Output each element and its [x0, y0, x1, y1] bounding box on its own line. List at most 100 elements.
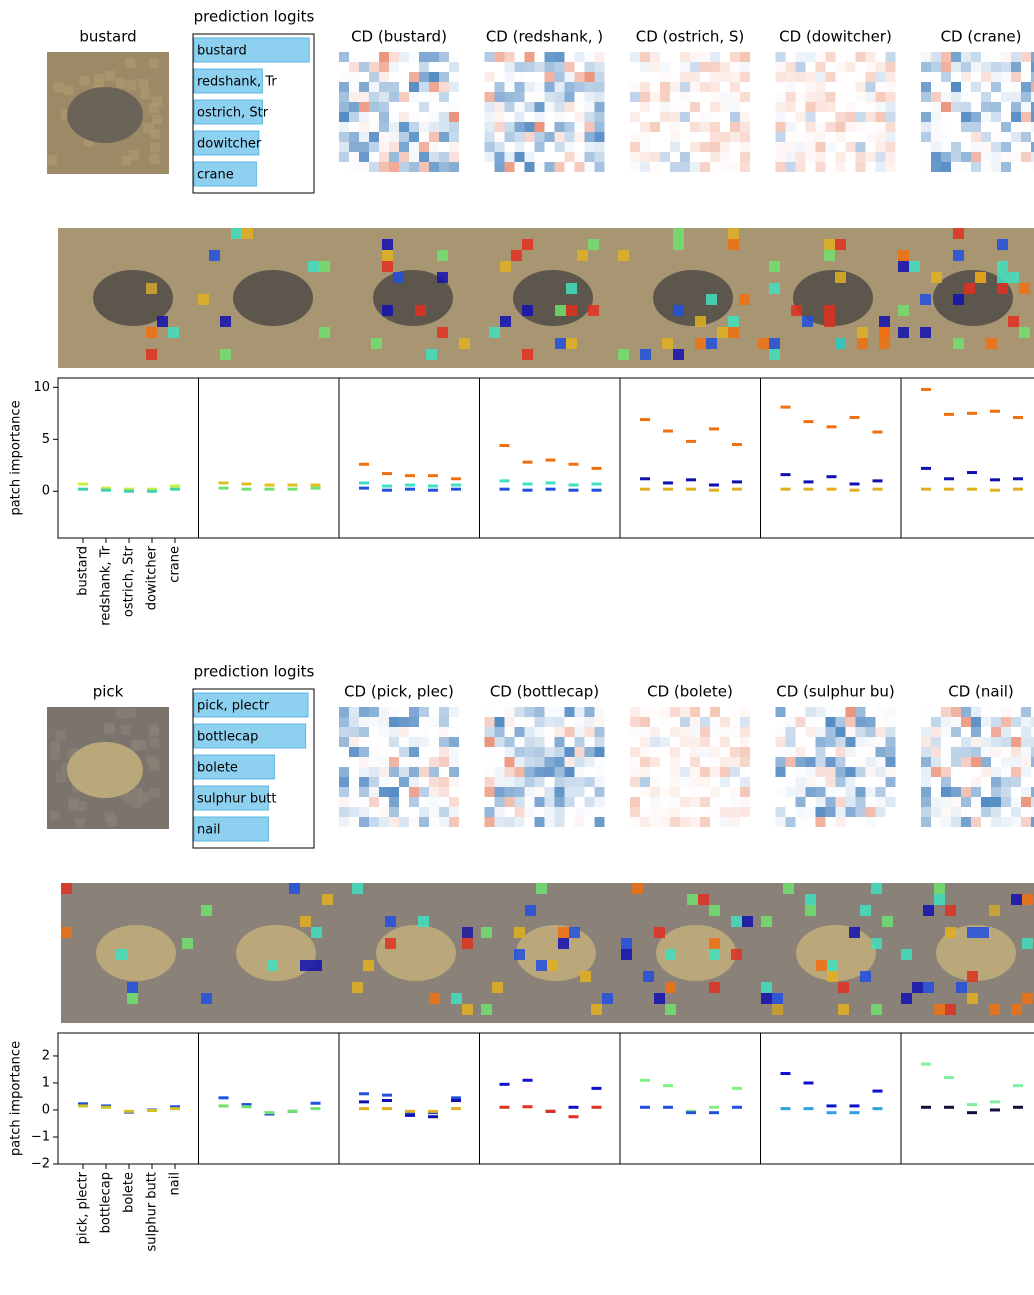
heatmap-cell [845, 707, 856, 717]
heatmap-cell [961, 817, 971, 827]
heatmap-cell [776, 82, 786, 92]
strip-patch [665, 1004, 676, 1015]
heatmap-cell [740, 92, 750, 102]
logit-label: pick, plectr [197, 699, 270, 714]
heatmap-cell [630, 152, 640, 162]
heatmap-cell [409, 62, 419, 72]
heatmap-cell [1021, 817, 1031, 827]
heatmap-cell [515, 737, 525, 747]
strip-patch [437, 327, 448, 338]
heatmap-cell [545, 737, 555, 747]
strip-patch [500, 261, 511, 272]
heatmap-cell [815, 102, 826, 112]
photo-texture [132, 787, 143, 798]
heatmap-cell [494, 162, 505, 172]
strip-patch [588, 239, 599, 250]
heatmap-cell [710, 707, 720, 717]
heatmap-cell [650, 152, 660, 162]
heatmap-cell [680, 122, 690, 132]
heatmap-cell [339, 737, 349, 747]
heatmap-cell [535, 72, 545, 82]
heatmap-cell [630, 82, 640, 92]
heatmap-cell [544, 82, 555, 92]
heatmap-cell [931, 777, 941, 787]
heatmap-cell [409, 817, 419, 827]
heatmap-cell [856, 92, 866, 102]
heatmap-cell [494, 787, 505, 797]
heatmap-cell [389, 787, 399, 797]
heatmap-cell [484, 112, 495, 122]
heatmap-cell [575, 797, 585, 807]
heatmap-cell [845, 787, 856, 797]
photo-texture [67, 748, 78, 759]
strip-patch [728, 228, 739, 239]
heatmap-cell [795, 787, 806, 797]
heatmap-cell [951, 797, 961, 807]
heatmap-cell [429, 777, 439, 787]
heatmap-cell [1001, 112, 1011, 122]
heatmap-cell [690, 122, 700, 132]
strip-patch [835, 338, 846, 349]
strip-patch [654, 993, 665, 1004]
heatmap-cell [379, 152, 389, 162]
heatmap-cell [564, 72, 575, 82]
heatmap-cell [961, 72, 971, 82]
strip-patch [385, 938, 396, 949]
strip-patch [319, 327, 330, 338]
heatmap-cell [429, 797, 439, 807]
heatmap-cell [534, 777, 545, 787]
heatmap-cell [846, 72, 856, 82]
heatmap-cell [775, 162, 786, 172]
heatmap-cell [941, 797, 951, 807]
heatmap-cell [389, 122, 399, 132]
logit-bar [193, 68, 263, 94]
heatmap-cell [494, 102, 505, 112]
heatmap-cell [524, 132, 535, 142]
heatmap-cell [564, 62, 575, 72]
heatmap-cell [740, 82, 750, 92]
heatmap-cell [961, 777, 971, 787]
heatmap-cell [835, 817, 846, 827]
heatmap-cell [640, 92, 650, 102]
heatmap-cell [585, 817, 595, 827]
heatmap-cell [409, 747, 419, 757]
strip-patch [451, 993, 462, 1004]
heatmap-cell [710, 72, 720, 82]
heatmap-cell [815, 737, 826, 747]
heatmap-cell [660, 817, 670, 827]
heatmap-cell [776, 787, 786, 797]
heatmap-cell [670, 92, 680, 102]
photo-texture [139, 792, 150, 803]
heatmap-cell [1021, 122, 1031, 132]
heatmap-cell [544, 62, 555, 72]
heatmap-cell [439, 102, 449, 112]
heatmap-cell [670, 82, 680, 92]
heatmap-cell [535, 52, 545, 62]
heatmap-cell [730, 727, 740, 737]
strip-patch [618, 250, 629, 261]
heatmap-cell [981, 797, 991, 807]
heatmap-cell [554, 727, 565, 737]
heatmap-cell [981, 717, 991, 727]
heatmap-cell [349, 122, 359, 132]
cd-title: CD (nail) [948, 683, 1014, 701]
heatmap-cell [690, 102, 700, 112]
heatmap-cell [594, 62, 605, 72]
strip-patch [882, 916, 893, 927]
heatmap-cell [660, 122, 670, 132]
heatmap-cell [951, 62, 961, 72]
heatmap-cell [419, 767, 429, 777]
heatmap-cell [630, 707, 640, 717]
heatmap-cell [399, 132, 409, 142]
heatmap-cell [564, 132, 575, 142]
strip-patch [352, 982, 363, 993]
heatmap-cell [554, 747, 565, 757]
heatmap-cell [409, 52, 419, 62]
heatmap-cell [369, 72, 379, 82]
heatmap-cell [1001, 817, 1011, 827]
heatmap-cell [630, 122, 640, 132]
y-tick-label: 10 [33, 380, 50, 395]
heatmap-cell [1011, 162, 1021, 172]
heatmap-cell [1001, 142, 1011, 152]
heatmap-cell [594, 52, 605, 62]
